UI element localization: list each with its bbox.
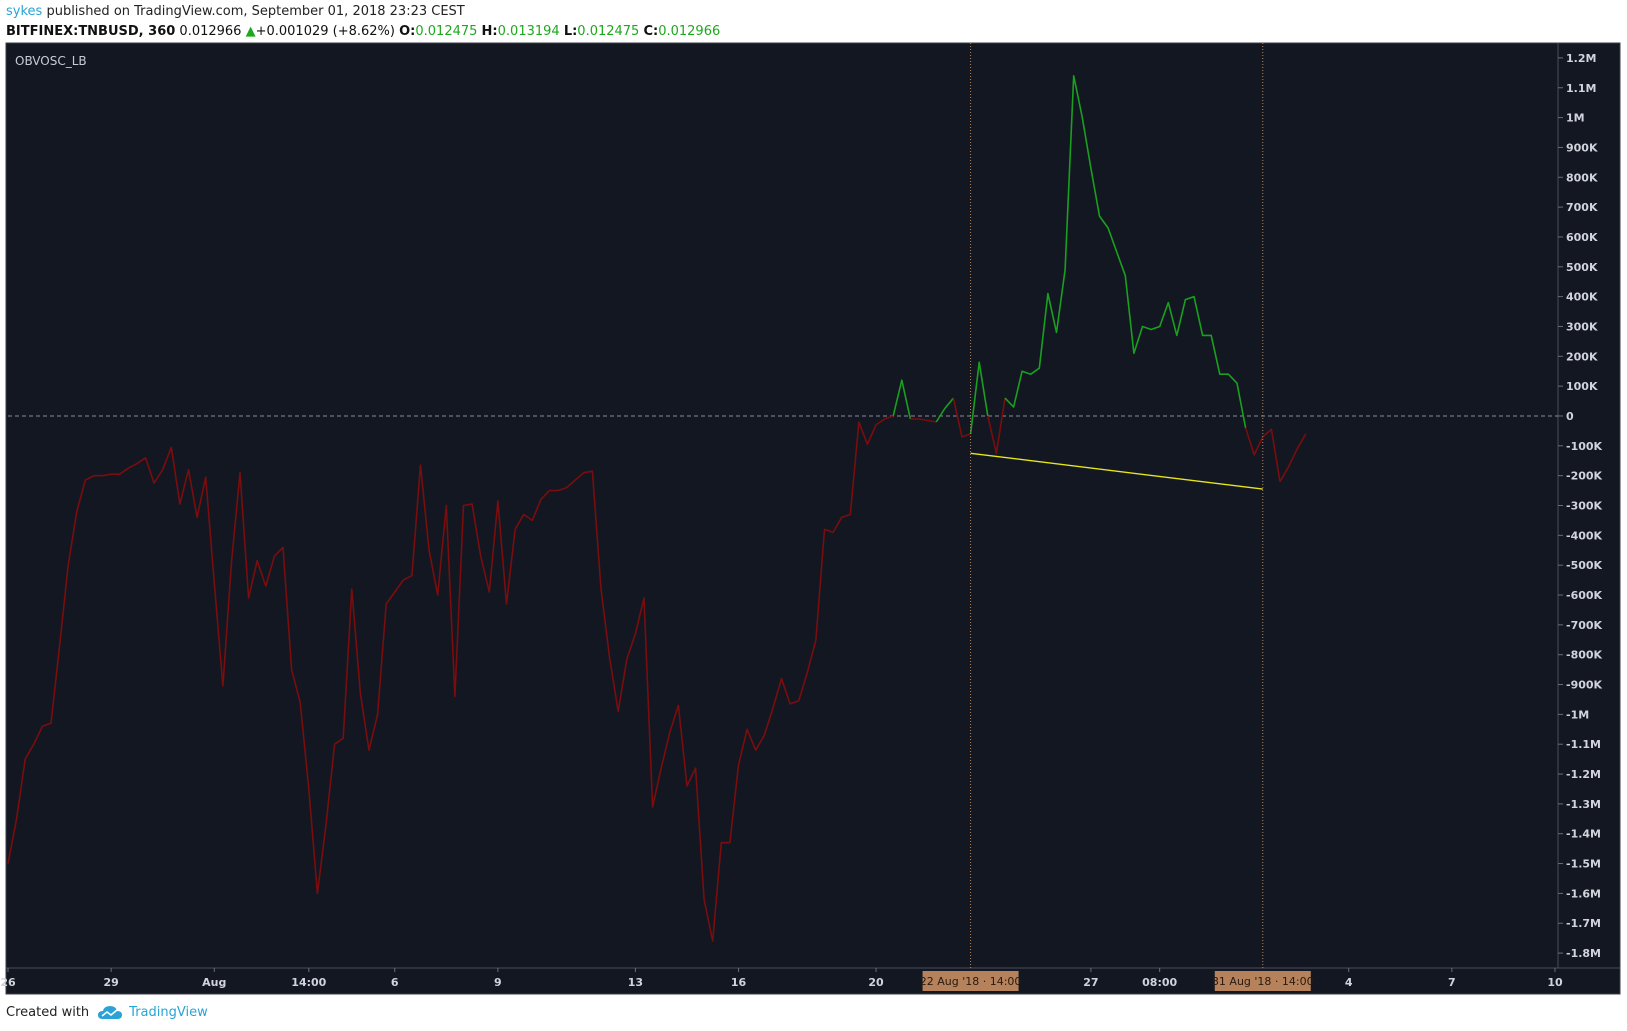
close-label: C: xyxy=(643,24,659,39)
vertical-marker-label-bg xyxy=(1214,971,1311,991)
y-tick-label: 500K xyxy=(1566,261,1598,274)
vertical-marker-label: 31 Aug '18 · 14:00 xyxy=(1212,975,1314,988)
up-arrow-icon: ▲ xyxy=(245,24,256,39)
open-label: O: xyxy=(399,24,416,39)
low-label: L: xyxy=(563,24,578,39)
oscillator-negative-segment xyxy=(7,415,894,942)
x-tick-label: 7 xyxy=(1448,976,1456,989)
x-tick-label: 13 xyxy=(628,976,643,989)
y-tick-label: -1.6M xyxy=(1566,887,1601,900)
crosshair-markers: 22 Aug '18 · 14:00 31 Aug '18 · 14:00 xyxy=(920,43,1314,991)
y-tick-label: -1.7M xyxy=(1566,917,1601,930)
y-tick-label: 300K xyxy=(1566,320,1598,333)
y-tick-label: -900K xyxy=(1566,679,1603,692)
divergence-trendline[interactable] xyxy=(970,452,1263,490)
y-tick-label: -1.2M xyxy=(1566,768,1601,781)
x-tick-label: 10 xyxy=(1547,976,1563,989)
y-tick-label: 1M xyxy=(1566,112,1585,125)
close-value: 0.012966 xyxy=(658,24,721,39)
y-tick-label: -800K xyxy=(1566,649,1603,662)
oscillator-negative-segment xyxy=(910,418,937,423)
time-axis[interactable]: 26 29 Aug 14:00 6 9 13 16 20 27 08:00 4 7 10 xyxy=(0,968,1563,989)
vertical-marker-label: 22 Aug '18 · 14:00 xyxy=(920,975,1022,988)
y-tick-label: 1.2M xyxy=(1566,52,1596,65)
y-tick-label: -100K xyxy=(1566,440,1603,453)
y-tick-label: -1.5M xyxy=(1566,858,1601,871)
price-axis[interactable]: 1.2M 1.1M 1M 900K 800K 700K 600K 500K 400K 300K 20… xyxy=(1558,52,1603,960)
oscillator-positive-segment xyxy=(969,361,989,434)
y-tick-label: 1.1M xyxy=(1566,82,1596,95)
publish-info: sykes published on TradingView.com, Sept… xyxy=(6,2,1606,22)
vertical-marker-label-bg xyxy=(922,971,1019,991)
oscillator-positive-segment xyxy=(892,379,912,420)
last-price: 0.012966 xyxy=(179,24,242,39)
x-tick-label: 08:00 xyxy=(1142,976,1177,989)
y-tick-label: -300K xyxy=(1566,500,1603,513)
x-tick-label: 16 xyxy=(731,976,747,989)
y-tick-label: -1M xyxy=(1566,708,1589,721)
y-tick-label: -1.1M xyxy=(1566,738,1601,751)
y-tick-label: -200K xyxy=(1566,470,1603,483)
oscillator-negative-segment xyxy=(952,397,971,438)
y-tick-label: -1.4M xyxy=(1566,828,1601,841)
created-with-text: Created with xyxy=(6,1005,90,1020)
y-tick-label: -400K xyxy=(1566,529,1603,542)
price-change: +0.001029 (+8.62%) xyxy=(255,24,395,39)
y-tick-label: -1.3M xyxy=(1566,798,1601,811)
footer: Created with TradingView xyxy=(6,1003,208,1023)
tradingview-brand-link[interactable]: TradingView xyxy=(129,1005,208,1020)
low-value: 0.012475 xyxy=(577,24,640,39)
x-tick-label: 26 xyxy=(0,976,16,989)
y-tick-label: 400K xyxy=(1566,291,1598,304)
x-tick-label: 4 xyxy=(1345,976,1353,989)
y-tick-label: 800K xyxy=(1566,171,1598,184)
ohlc-legend: BITFINEX:TNBUSD, 360 0.012966 ▲+0.001029… xyxy=(6,22,1606,42)
y-tick-label: -1.8M xyxy=(1566,947,1601,960)
symbol-label: BITFINEX:TNBUSD, 360 xyxy=(6,24,176,39)
y-tick-label: 700K xyxy=(1566,201,1598,214)
x-tick-label: Aug xyxy=(202,976,226,989)
open-value: 0.012475 xyxy=(415,24,478,39)
published-text: published on TradingView.com, September … xyxy=(46,4,465,19)
x-tick-label: 27 xyxy=(1083,976,1098,989)
y-tick-label: -600K xyxy=(1566,589,1603,602)
y-tick-label: 200K xyxy=(1566,350,1598,363)
author-link[interactable]: sykes xyxy=(6,4,43,19)
tradingview-cloud-icon xyxy=(98,1006,123,1019)
x-tick-label: 9 xyxy=(494,976,502,989)
y-tick-label: 0 xyxy=(1566,410,1574,423)
oscillator-positive-segment xyxy=(1004,75,1247,429)
x-tick-label: 20 xyxy=(868,976,884,989)
chart-header: sykes published on TradingView.com, Sept… xyxy=(6,2,1606,42)
x-tick-label: 14:00 xyxy=(291,976,326,989)
oscillator-negative-segment xyxy=(987,397,1006,455)
indicator-title: OBVOSC_LB xyxy=(15,54,87,68)
x-tick-label: 29 xyxy=(103,976,118,989)
plot-area xyxy=(7,75,1558,942)
oscillator-positive-segment xyxy=(935,397,955,423)
y-tick-label: -700K xyxy=(1566,619,1603,632)
high-label: H: xyxy=(481,24,498,39)
oscillator-negative-segment xyxy=(1244,427,1307,483)
high-value: 0.013194 xyxy=(497,24,560,39)
y-tick-label: 100K xyxy=(1566,380,1598,393)
y-tick-label: 900K xyxy=(1566,141,1598,154)
y-tick-label: -500K xyxy=(1566,559,1603,572)
chart-pane[interactable] xyxy=(5,42,1621,995)
x-tick-label: 6 xyxy=(391,976,399,989)
y-tick-label: 600K xyxy=(1566,231,1598,244)
